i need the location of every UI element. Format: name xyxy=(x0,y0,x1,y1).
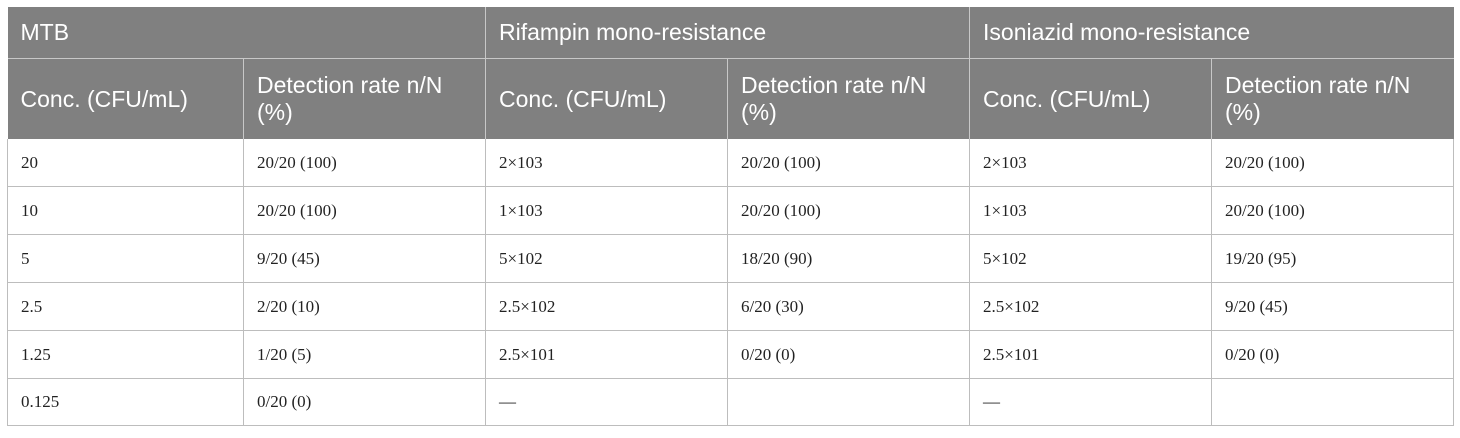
cell-inh-rate: 20/20 (100) xyxy=(1211,186,1455,235)
cell-inh-rate: 19/20 (95) xyxy=(1211,234,1455,283)
table-row: 5 9/20 (45) 5×102 18/20 (90) 5×102 19/20… xyxy=(7,234,1455,283)
cell-rif-conc: 1×103 xyxy=(485,186,728,235)
cell-mtb-conc: 5 xyxy=(7,234,244,283)
cell-rif-rate: 0/20 (0) xyxy=(727,330,971,379)
cell-inh-conc: 1×103 xyxy=(969,186,1213,235)
cell-inh-rate xyxy=(1211,378,1455,426)
cell-mtb-rate: 9/20 (45) xyxy=(243,234,486,283)
group-header-rifampin: Rifampin mono-resistance xyxy=(485,7,971,59)
cell-inh-rate: 9/20 (45) xyxy=(1211,282,1455,331)
group-header-row: MTB Rifampin mono-resistance Isoniazid m… xyxy=(7,7,1454,59)
cell-rif-conc: 2.5×102 xyxy=(485,282,728,331)
cell-mtb-conc: 20 xyxy=(7,139,244,187)
col-header-inh-conc: Conc. (CFU/mL) xyxy=(969,58,1213,139)
col-header-rif-conc: Conc. (CFU/mL) xyxy=(485,58,728,139)
cell-rif-conc: 2×103 xyxy=(485,139,728,187)
group-header-isoniazid: Isoniazid mono-resistance xyxy=(969,7,1454,59)
table-row: 2.5 2/20 (10) 2.5×102 6/20 (30) 2.5×102 … xyxy=(7,282,1455,331)
cell-inh-rate: 20/20 (100) xyxy=(1211,139,1455,187)
col-header-mtb-rate: Detection rate n/N (%) xyxy=(243,58,486,139)
col-header-rif-rate: Detection rate n/N (%) xyxy=(727,58,971,139)
cell-rif-rate: 6/20 (30) xyxy=(727,282,971,331)
table-row: 1.25 1/20 (5) 2.5×101 0/20 (0) 2.5×101 0… xyxy=(7,330,1455,379)
cell-inh-conc: 2.5×102 xyxy=(969,282,1213,331)
cell-inh-conc: 5×102 xyxy=(969,234,1213,283)
cell-inh-rate: 0/20 (0) xyxy=(1211,330,1455,379)
table-row: 0.125 0/20 (0) — — xyxy=(7,378,1455,426)
cell-mtb-conc: 0.125 xyxy=(7,378,244,426)
cell-inh-conc: 2×103 xyxy=(969,139,1213,187)
cell-rif-conc: 2.5×101 xyxy=(485,330,728,379)
cell-rif-rate xyxy=(727,378,971,426)
cell-mtb-conc: 2.5 xyxy=(7,282,244,331)
cell-mtb-rate: 1/20 (5) xyxy=(243,330,486,379)
table-body: 20 20/20 (100) 2×103 20/20 (100) 2×103 2… xyxy=(7,139,1455,426)
table-header: MTB Rifampin mono-resistance Isoniazid m… xyxy=(7,7,1454,139)
cell-inh-conc: — xyxy=(969,378,1213,426)
table-row: 20 20/20 (100) 2×103 20/20 (100) 2×103 2… xyxy=(7,139,1455,187)
cell-mtb-rate: 20/20 (100) xyxy=(243,139,486,187)
col-header-inh-rate: Detection rate n/N (%) xyxy=(1211,58,1454,139)
cell-rif-conc: — xyxy=(485,378,728,426)
group-header-mtb: MTB xyxy=(7,7,486,59)
table-row: 10 20/20 (100) 1×103 20/20 (100) 1×103 2… xyxy=(7,186,1455,235)
cell-rif-rate: 18/20 (90) xyxy=(727,234,971,283)
cell-rif-rate: 20/20 (100) xyxy=(727,186,971,235)
detection-table: MTB Rifampin mono-resistance Isoniazid m… xyxy=(7,7,1455,426)
sub-header-row: Conc. (CFU/mL) Detection rate n/N (%) Co… xyxy=(7,58,1454,139)
col-header-mtb-conc: Conc. (CFU/mL) xyxy=(7,58,244,139)
cell-mtb-conc: 1.25 xyxy=(7,330,244,379)
cell-mtb-rate: 2/20 (10) xyxy=(243,282,486,331)
detection-table-container: MTB Rifampin mono-resistance Isoniazid m… xyxy=(7,7,1455,426)
cell-rif-conc: 5×102 xyxy=(485,234,728,283)
cell-rif-rate: 20/20 (100) xyxy=(727,139,971,187)
cell-inh-conc: 2.5×101 xyxy=(969,330,1213,379)
cell-mtb-rate: 0/20 (0) xyxy=(243,378,486,426)
cell-mtb-conc: 10 xyxy=(7,186,244,235)
cell-mtb-rate: 20/20 (100) xyxy=(243,186,486,235)
